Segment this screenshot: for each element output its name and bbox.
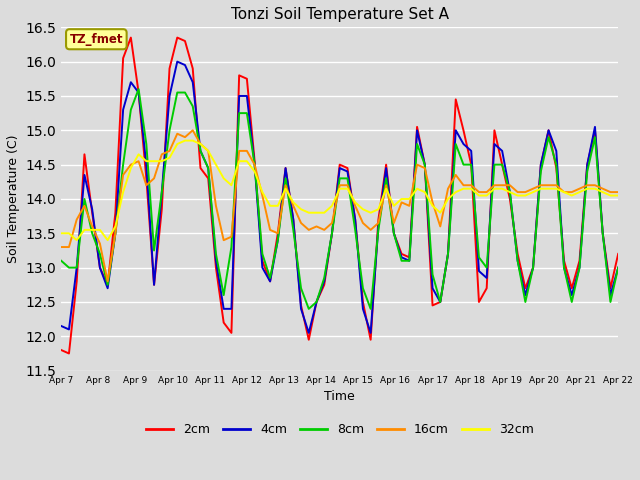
Legend: 2cm, 4cm, 8cm, 16cm, 32cm: 2cm, 4cm, 8cm, 16cm, 32cm bbox=[141, 418, 539, 441]
4cm bbox=[251, 162, 259, 168]
32cm bbox=[58, 230, 65, 236]
8cm bbox=[135, 86, 143, 92]
32cm bbox=[73, 237, 81, 243]
Line: 8cm: 8cm bbox=[61, 89, 618, 309]
4cm bbox=[614, 265, 622, 271]
8cm bbox=[351, 227, 359, 233]
16cm bbox=[259, 192, 266, 198]
Line: 4cm: 4cm bbox=[61, 61, 618, 333]
8cm bbox=[251, 162, 259, 168]
8cm bbox=[537, 168, 545, 174]
2cm bbox=[65, 350, 73, 356]
Y-axis label: Soil Temperature (C): Soil Temperature (C) bbox=[7, 135, 20, 263]
32cm bbox=[552, 186, 560, 192]
2cm bbox=[259, 258, 266, 264]
32cm bbox=[181, 138, 189, 144]
Line: 2cm: 2cm bbox=[61, 37, 618, 353]
16cm bbox=[614, 189, 622, 195]
Text: TZ_fmet: TZ_fmet bbox=[70, 33, 123, 46]
16cm bbox=[575, 186, 583, 192]
16cm bbox=[58, 244, 65, 250]
8cm bbox=[305, 306, 312, 312]
Title: Tonzi Soil Temperature Set A: Tonzi Soil Temperature Set A bbox=[230, 7, 449, 22]
4cm bbox=[305, 330, 312, 336]
32cm bbox=[259, 189, 266, 195]
4cm bbox=[575, 265, 583, 271]
2cm bbox=[196, 165, 204, 171]
4cm bbox=[552, 148, 560, 154]
16cm bbox=[196, 141, 204, 147]
2cm bbox=[614, 251, 622, 257]
Line: 32cm: 32cm bbox=[61, 141, 618, 240]
16cm bbox=[351, 203, 359, 209]
2cm bbox=[552, 165, 560, 171]
4cm bbox=[537, 162, 545, 168]
2cm bbox=[127, 35, 134, 40]
32cm bbox=[351, 200, 359, 205]
X-axis label: Time: Time bbox=[324, 390, 355, 403]
4cm bbox=[351, 216, 359, 222]
8cm bbox=[58, 258, 65, 264]
Line: 16cm: 16cm bbox=[61, 130, 618, 281]
16cm bbox=[104, 278, 111, 284]
16cm bbox=[189, 127, 196, 133]
8cm bbox=[614, 265, 622, 271]
2cm bbox=[575, 258, 583, 264]
2cm bbox=[537, 162, 545, 168]
32cm bbox=[196, 141, 204, 147]
8cm bbox=[575, 265, 583, 271]
32cm bbox=[575, 189, 583, 195]
4cm bbox=[58, 323, 65, 329]
32cm bbox=[614, 192, 622, 198]
2cm bbox=[58, 347, 65, 353]
32cm bbox=[537, 186, 545, 192]
16cm bbox=[537, 182, 545, 188]
2cm bbox=[351, 216, 359, 222]
16cm bbox=[552, 182, 560, 188]
8cm bbox=[189, 103, 196, 109]
4cm bbox=[173, 59, 181, 64]
4cm bbox=[189, 79, 196, 85]
8cm bbox=[552, 162, 560, 168]
